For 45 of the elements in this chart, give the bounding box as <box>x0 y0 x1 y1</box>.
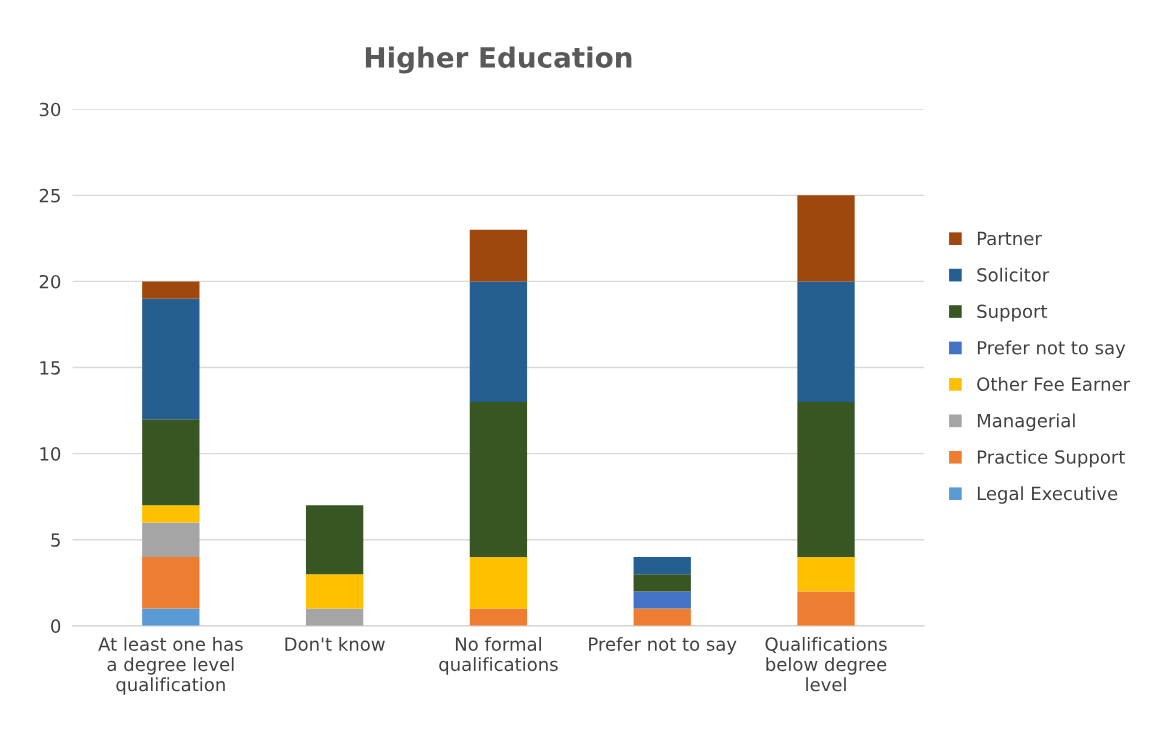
legend-label: Practice Support <box>977 449 1125 468</box>
bar <box>797 281 855 402</box>
chart-title: Higher Education <box>365 46 632 74</box>
legend-label: Managerial <box>977 413 1075 431</box>
bar <box>142 522 200 557</box>
y-tick-label: 30 <box>39 102 61 117</box>
bar <box>305 608 364 626</box>
bar <box>469 556 528 609</box>
bar <box>305 574 364 609</box>
x-tick-label: At least one has a degree level qualification <box>98 636 243 695</box>
y-tick-label: 0 <box>51 619 61 633</box>
bar <box>469 608 528 626</box>
bar <box>142 505 200 523</box>
bar <box>797 401 855 557</box>
bar <box>797 195 855 282</box>
y-tick-label: 10 <box>40 447 61 461</box>
bar <box>797 556 855 592</box>
bar <box>633 591 691 609</box>
bar <box>633 608 691 626</box>
y-tick-label: 5 <box>51 533 60 547</box>
bar <box>142 419 200 506</box>
bar <box>142 298 200 420</box>
x-tick-label: Don't know <box>285 636 385 651</box>
bar <box>142 556 200 609</box>
x-tick-label: Prefer not to say <box>589 636 737 655</box>
y-tick-label: 25 <box>39 188 60 203</box>
x-tick-label: Qualifications below degree level <box>765 636 887 692</box>
legend-label: Partner <box>977 231 1042 246</box>
x-tick-label: No formal qualifications <box>439 636 558 675</box>
y-tick-label: 20 <box>39 274 61 289</box>
bar <box>142 608 200 626</box>
bar <box>469 229 528 282</box>
bar <box>142 281 200 299</box>
bar <box>469 281 528 402</box>
bar <box>633 556 691 575</box>
y-tick-label: 15 <box>40 361 60 375</box>
legend-label: Other Fee Earner <box>977 377 1131 391</box>
legend-label: Prefer not to say <box>977 340 1126 359</box>
legend-label: Solicitor <box>977 267 1050 282</box>
bar <box>633 574 691 592</box>
bar <box>797 591 855 626</box>
bar <box>469 401 528 557</box>
bar <box>305 505 364 575</box>
legend-label: Support <box>977 304 1048 322</box>
legend-label: Legal Executive <box>977 486 1118 504</box>
